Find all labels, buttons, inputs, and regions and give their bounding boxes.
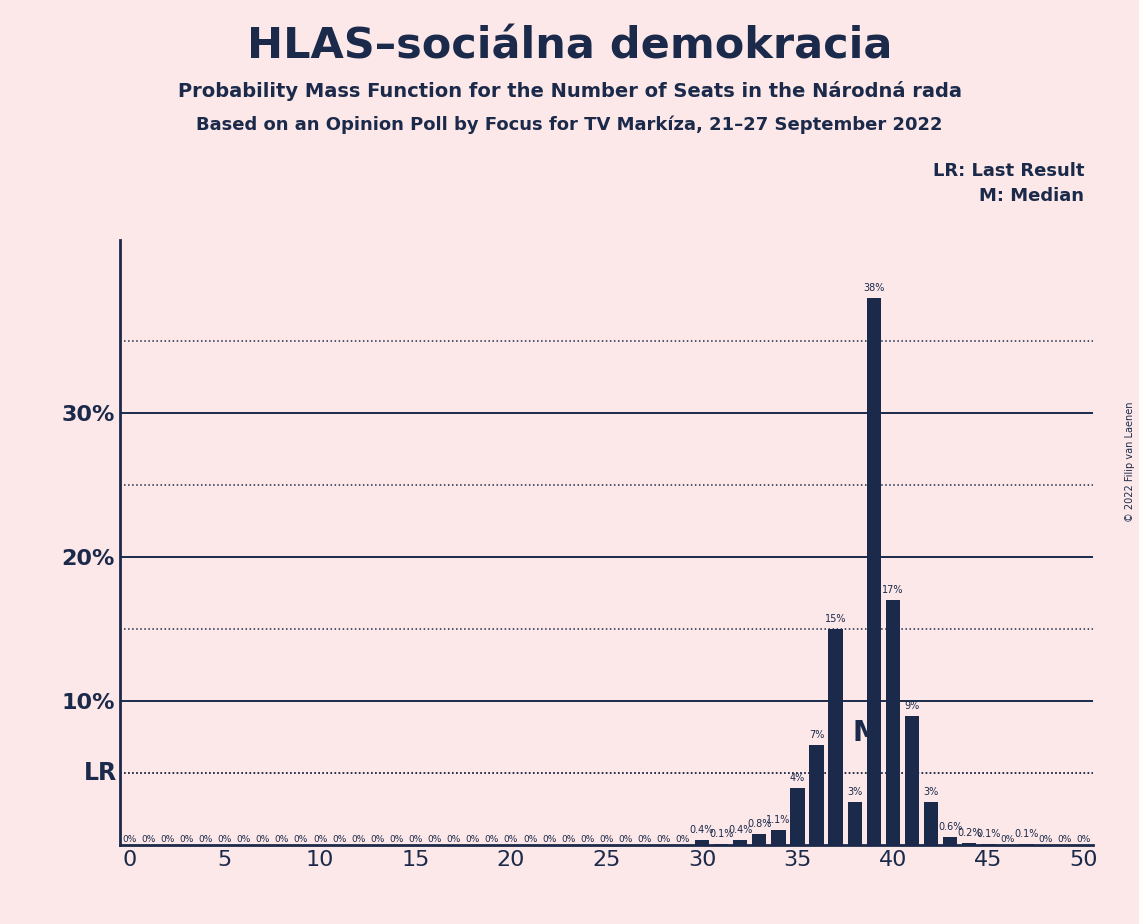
Text: 0%: 0%	[638, 835, 652, 844]
Text: M: M	[852, 719, 880, 747]
Text: 0%: 0%	[390, 835, 403, 844]
Text: 0%: 0%	[179, 835, 194, 844]
Text: © 2022 Filip van Laenen: © 2022 Filip van Laenen	[1125, 402, 1134, 522]
Bar	[828, 629, 843, 845]
Text: 0%: 0%	[351, 835, 366, 844]
Text: 0%: 0%	[1039, 835, 1052, 844]
Text: LR: LR	[84, 761, 117, 785]
Text: 15%: 15%	[825, 614, 846, 625]
Bar	[982, 844, 995, 845]
Text: 0.1%: 0.1%	[708, 829, 734, 839]
Text: Probability Mass Function for the Number of Seats in the Národná rada: Probability Mass Function for the Number…	[178, 81, 961, 102]
Text: 0%: 0%	[1058, 835, 1072, 844]
Text: M: Median: M: Median	[980, 187, 1084, 204]
Text: 0%: 0%	[485, 835, 499, 844]
Text: 3%: 3%	[847, 787, 862, 797]
Text: 7%: 7%	[809, 730, 825, 739]
Text: 0%: 0%	[1076, 835, 1091, 844]
Text: 0%: 0%	[599, 835, 614, 844]
Text: 0%: 0%	[255, 835, 270, 844]
Text: 0%: 0%	[313, 835, 327, 844]
Text: 0%: 0%	[237, 835, 251, 844]
Text: 0.1%: 0.1%	[1015, 829, 1039, 839]
Text: 17%: 17%	[883, 586, 903, 595]
Bar	[734, 840, 747, 845]
Text: 0%: 0%	[409, 835, 423, 844]
Bar	[886, 601, 900, 845]
Bar	[752, 834, 767, 845]
Text: 0%: 0%	[331, 835, 346, 844]
Bar	[847, 802, 862, 845]
Text: Based on an Opinion Poll by Focus for TV Markíza, 21–27 September 2022: Based on an Opinion Poll by Focus for TV…	[196, 116, 943, 134]
Bar	[962, 843, 976, 845]
Text: 0.4%: 0.4%	[690, 824, 714, 834]
Text: 0.2%: 0.2%	[957, 828, 982, 837]
Text: 0%: 0%	[542, 835, 557, 844]
Text: 0%: 0%	[446, 835, 461, 844]
Bar	[924, 802, 939, 845]
Text: 0%: 0%	[503, 835, 518, 844]
Text: 0.8%: 0.8%	[747, 819, 771, 829]
Bar	[714, 844, 728, 845]
Text: HLAS–sociálna demokracia: HLAS–sociálna demokracia	[247, 26, 892, 67]
Text: 0.1%: 0.1%	[976, 829, 1000, 839]
Text: 0%: 0%	[370, 835, 385, 844]
Text: 0.6%: 0.6%	[939, 821, 962, 832]
Text: 0%: 0%	[122, 835, 137, 844]
Text: 0%: 0%	[618, 835, 633, 844]
Text: 0%: 0%	[466, 835, 480, 844]
Text: 9%: 9%	[904, 700, 919, 711]
Text: 0%: 0%	[656, 835, 671, 844]
Text: 0%: 0%	[523, 835, 538, 844]
Bar	[790, 788, 804, 845]
Text: 4%: 4%	[789, 772, 805, 783]
Text: 0.4%: 0.4%	[728, 824, 753, 834]
Text: 0%: 0%	[141, 835, 155, 844]
Bar	[810, 745, 823, 845]
Text: LR: Last Result: LR: Last Result	[933, 162, 1084, 179]
Text: 0%: 0%	[427, 835, 442, 844]
Text: 0%: 0%	[675, 835, 690, 844]
Text: 0%: 0%	[198, 835, 213, 844]
Text: 0%: 0%	[294, 835, 309, 844]
Text: 0%: 0%	[1000, 835, 1015, 844]
Text: 0%: 0%	[218, 835, 232, 844]
Bar	[904, 716, 919, 845]
Text: 0%: 0%	[562, 835, 575, 844]
Text: 3%: 3%	[924, 787, 939, 797]
Bar	[771, 830, 786, 845]
Bar	[695, 840, 710, 845]
Text: 1.1%: 1.1%	[767, 815, 790, 824]
Text: 0%: 0%	[274, 835, 289, 844]
Bar	[867, 298, 880, 845]
Text: 0%: 0%	[580, 835, 595, 844]
Bar	[943, 837, 958, 845]
Text: 38%: 38%	[863, 283, 885, 293]
Text: 0%: 0%	[161, 835, 174, 844]
Bar	[1019, 844, 1034, 845]
